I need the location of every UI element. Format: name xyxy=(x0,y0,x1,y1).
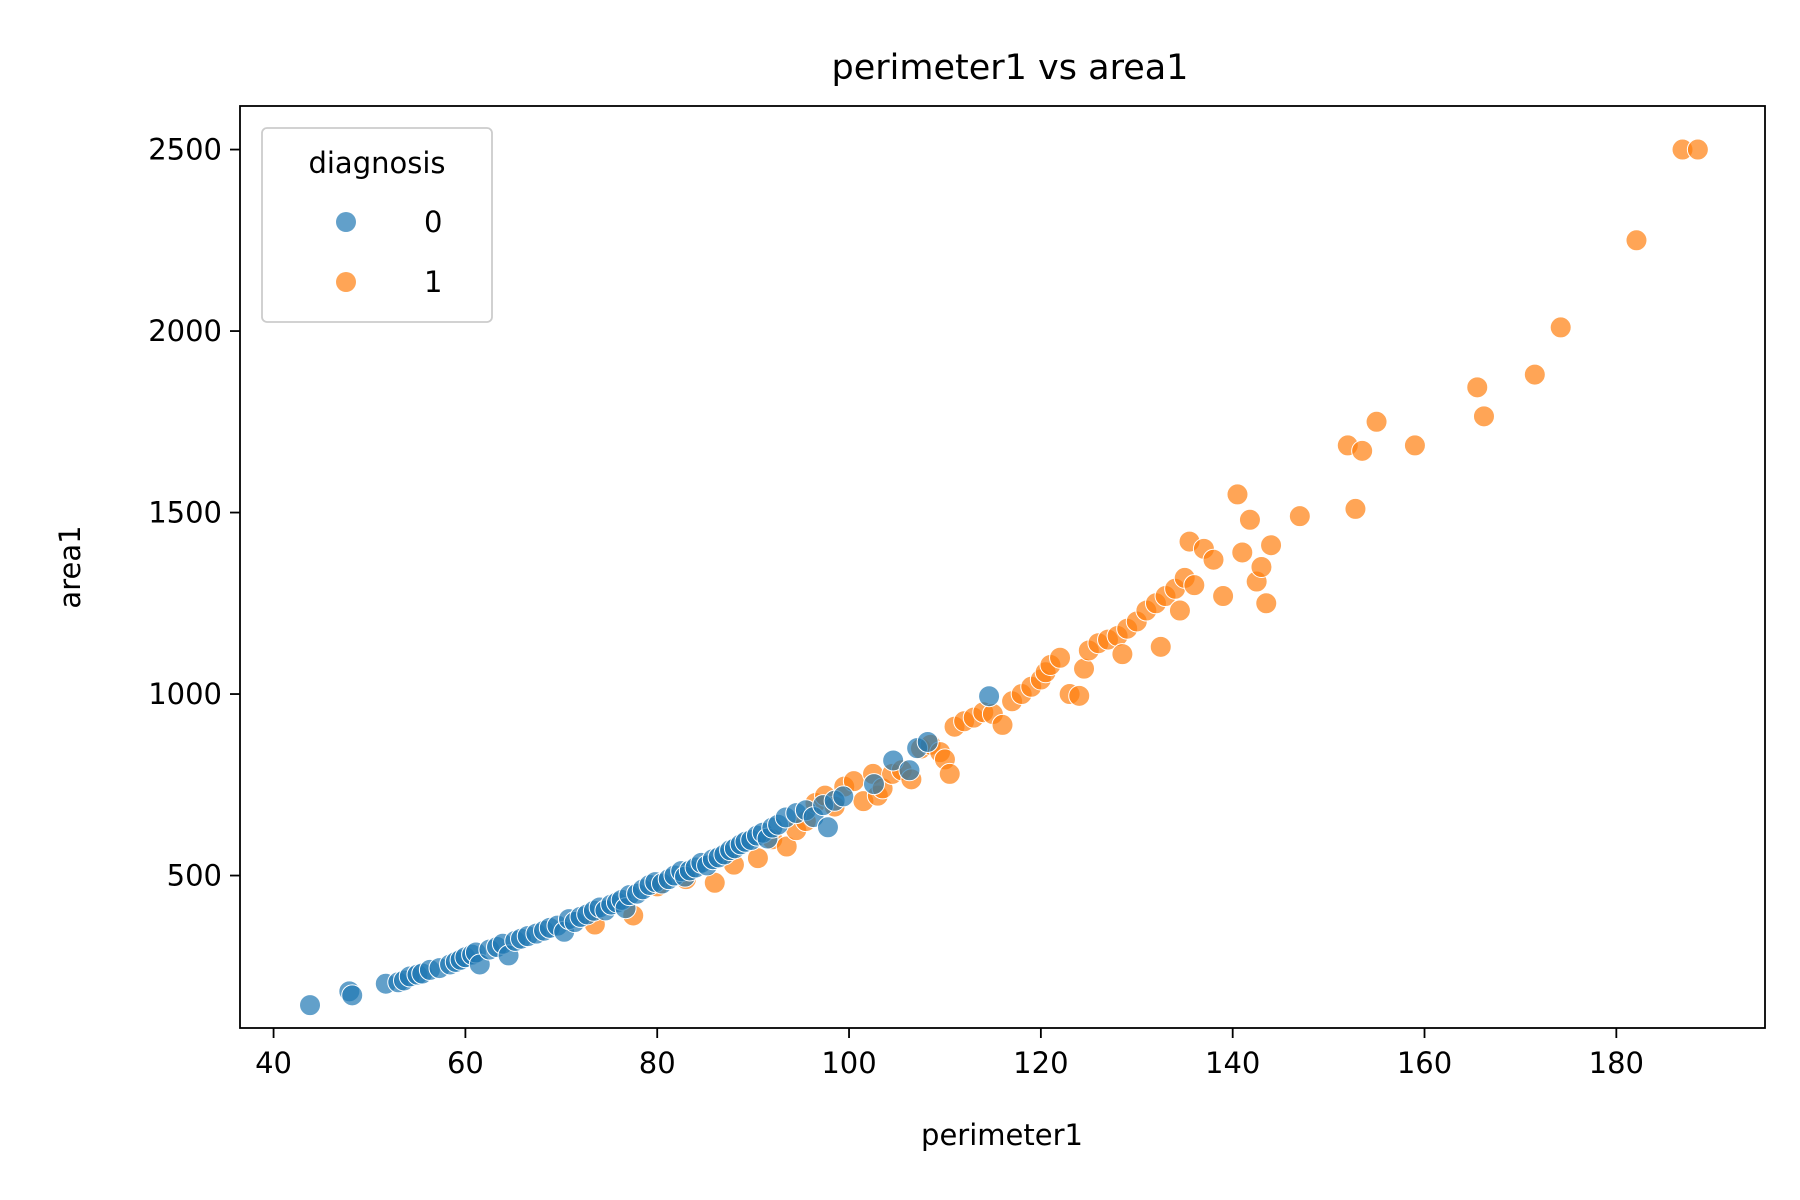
y-tick-label: 500 xyxy=(167,859,222,893)
scatter-point-diagnosis-1 xyxy=(1149,635,1172,658)
y-axis-label: area1 xyxy=(53,525,87,608)
x-tick-label: 160 xyxy=(1397,1046,1452,1080)
scatter-point-diagnosis-1 xyxy=(1255,592,1278,615)
scatter-point-diagnosis-1 xyxy=(1686,138,1709,161)
scatter-point-diagnosis-1 xyxy=(1472,405,1495,428)
scatter-point-diagnosis-0 xyxy=(341,984,364,1007)
scatter-point-diagnosis-1 xyxy=(1365,410,1388,433)
plot-frame xyxy=(239,105,1766,1029)
x-tick-label: 40 xyxy=(255,1046,292,1080)
scatter-point-diagnosis-0 xyxy=(898,759,921,782)
scatter-point-diagnosis-1 xyxy=(938,762,961,785)
x-axis-label: perimeter1 xyxy=(921,1118,1083,1152)
scatter-point-diagnosis-1 xyxy=(1212,585,1235,608)
legend-label-1: 1 xyxy=(424,265,442,299)
scatter-point-diagnosis-0 xyxy=(862,773,885,796)
x-axis: 40 60 80 100 120 140 160 180 xyxy=(255,1028,1644,1080)
scatter-point-diagnosis-0 xyxy=(978,685,1001,708)
x-tick-label: 60 xyxy=(447,1046,484,1080)
scatter-point-diagnosis-1 xyxy=(1111,643,1134,666)
scatter-point-diagnosis-1 xyxy=(1068,684,1091,707)
legend-title: diagnosis xyxy=(308,146,445,180)
x-tick-label: 80 xyxy=(639,1046,676,1080)
legend: diagnosis 0 1 xyxy=(261,127,493,323)
y-tick-label: 2000 xyxy=(148,314,222,348)
scatter-point-diagnosis-0 xyxy=(832,785,855,808)
scatter-point-diagnosis-1 xyxy=(1183,574,1206,597)
scatter-point-diagnosis-0 xyxy=(882,749,905,772)
scatter-point-diagnosis-1 xyxy=(1049,646,1072,669)
scatter-point-diagnosis-1 xyxy=(1466,376,1489,399)
scatter-point-diagnosis-1 xyxy=(1351,439,1374,462)
scatter-point-diagnosis-0 xyxy=(816,816,839,839)
x-tick-label: 120 xyxy=(1013,1046,1068,1080)
legend-box xyxy=(261,127,493,323)
y-axis: 500 1000 1500 2000 2500 xyxy=(148,133,240,893)
scatter-point-diagnosis-0 xyxy=(299,994,322,1017)
scatter-point-diagnosis-1 xyxy=(1226,483,1249,506)
scatter-point-diagnosis-1 xyxy=(1238,508,1261,531)
scatter-point-diagnosis-1 xyxy=(775,835,798,858)
scatter-point-diagnosis-1 xyxy=(1231,541,1254,564)
y-tick-label: 1500 xyxy=(148,496,222,530)
chart-title: perimeter1 vs area1 xyxy=(832,48,1189,88)
scatter-point-diagnosis-1 xyxy=(1073,657,1096,680)
scatter-point-diagnosis-1 xyxy=(991,713,1014,736)
legend-marker-0 xyxy=(336,212,356,232)
scatter-point-diagnosis-1 xyxy=(1260,534,1283,557)
x-tick-label: 180 xyxy=(1589,1046,1644,1080)
scatter-point-diagnosis-1 xyxy=(1344,497,1367,520)
points-layer xyxy=(299,138,1709,1017)
legend-marker-1 xyxy=(336,272,356,292)
scatter-point-diagnosis-1 xyxy=(1549,316,1572,339)
scatter-point-diagnosis-1 xyxy=(1288,505,1311,528)
x-tick-label: 100 xyxy=(821,1046,876,1080)
scatter-point-diagnosis-1 xyxy=(1202,548,1225,571)
legend-label-0: 0 xyxy=(424,205,442,239)
scatter-point-diagnosis-0 xyxy=(916,730,939,753)
scatter-point-diagnosis-1 xyxy=(1250,556,1273,578)
scatter-point-diagnosis-1 xyxy=(1403,434,1426,457)
y-tick-label: 1000 xyxy=(148,677,222,711)
y-tick-label: 2500 xyxy=(148,133,222,167)
scatter-point-diagnosis-1 xyxy=(1168,599,1191,622)
scatter-point-diagnosis-1 xyxy=(1625,229,1648,252)
scatter-point-diagnosis-1 xyxy=(1523,363,1546,386)
x-tick-label: 140 xyxy=(1205,1046,1260,1080)
